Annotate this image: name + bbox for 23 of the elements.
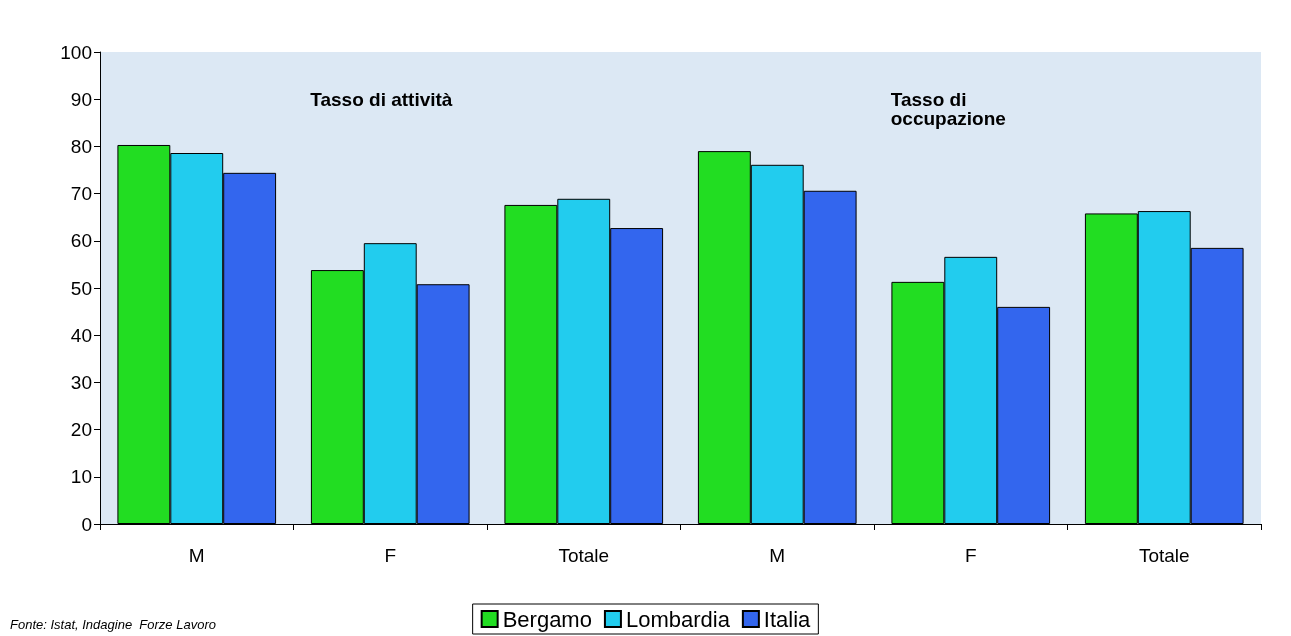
y-tick-label: 80 bbox=[70, 135, 92, 157]
x-tick-label: M bbox=[188, 545, 205, 566]
y-tick-label: 90 bbox=[70, 88, 92, 110]
source-note: Fonte: Istat, Indagine Forze Lavoro bbox=[10, 617, 216, 632]
y-tick-label: 50 bbox=[70, 277, 92, 299]
x-tick-label: M bbox=[769, 545, 786, 566]
y-tick-label: 70 bbox=[70, 183, 92, 205]
y-tick-label: 30 bbox=[70, 371, 92, 393]
y-tick-label: 60 bbox=[70, 230, 92, 252]
y-tick-label: 40 bbox=[70, 324, 92, 346]
annotation: Tasso di attività bbox=[310, 89, 453, 110]
legend-label: Italia bbox=[763, 606, 812, 632]
y-tick-label: 100 bbox=[60, 41, 92, 63]
y-tick-label: 0 bbox=[81, 513, 92, 535]
y-tick-label: 10 bbox=[70, 466, 92, 488]
y-tick-label: 20 bbox=[70, 419, 92, 441]
x-tick-label: F bbox=[384, 545, 397, 566]
x-tick-label: F bbox=[964, 545, 977, 566]
annotation: Tasso di occupazione bbox=[890, 89, 1006, 129]
x-tick-label: Totale bbox=[1138, 545, 1190, 566]
legend-label: Lombardia bbox=[625, 606, 731, 632]
legend-label: Bergamo bbox=[502, 606, 592, 632]
x-tick-label: Totale bbox=[558, 545, 610, 566]
